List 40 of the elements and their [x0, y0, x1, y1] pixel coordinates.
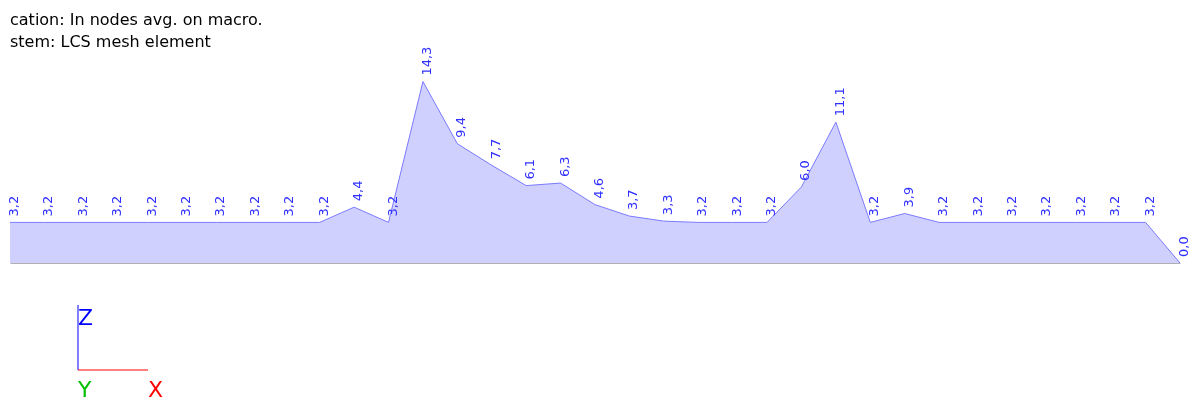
data-label: 3,3	[659, 194, 675, 216]
data-label: 9,4	[453, 117, 469, 138]
data-label: 3,2	[1003, 195, 1019, 217]
data-label: 3,2	[1038, 195, 1054, 217]
data-label: 6,3	[556, 156, 572, 178]
data-label: 3,2	[1107, 195, 1123, 217]
text: stem: LCS mesh element	[10, 32, 211, 51]
data-label: 3,2	[728, 195, 744, 217]
data-label: 3,2	[6, 195, 21, 217]
data-label: 3,2	[763, 195, 779, 217]
data-label: 3,2	[246, 195, 262, 217]
data-label: 3,2	[1141, 195, 1157, 217]
data-label: 3,2	[969, 195, 985, 217]
data-label: 3,2	[315, 195, 331, 217]
data-label: 7,7	[487, 138, 503, 160]
data-label: 3,2	[384, 195, 400, 217]
data-label: 3,2	[1072, 195, 1088, 217]
data-label: 3,2	[212, 195, 228, 217]
text: X	[148, 377, 164, 402]
data-label: 6,0	[797, 160, 813, 181]
data-label: 4,4	[350, 180, 366, 202]
text: Z	[78, 305, 94, 330]
data-label: 3,2	[109, 195, 125, 217]
data-label: 3,2	[866, 195, 882, 217]
data-label: 3,2	[281, 195, 297, 217]
data-label: 6,1	[522, 158, 538, 180]
data-label: 3,2	[143, 195, 159, 217]
data-label: 11,1	[831, 87, 847, 117]
data-label: 14,3	[418, 46, 434, 76]
data-label: 0,0	[1176, 236, 1191, 257]
data-label: 3,2	[74, 195, 90, 217]
data-label: 3,2	[935, 195, 951, 217]
data-label: 3,7	[625, 189, 641, 211]
text: Y	[77, 377, 92, 402]
data-label: 3,2	[694, 195, 710, 217]
text: cation: In nodes avg. on macro.	[10, 10, 263, 29]
data-label: 3,2	[178, 195, 194, 217]
data-label: 3,2	[40, 195, 56, 217]
data-label: 4,6	[591, 177, 606, 199]
data-label: 3,9	[900, 186, 916, 208]
